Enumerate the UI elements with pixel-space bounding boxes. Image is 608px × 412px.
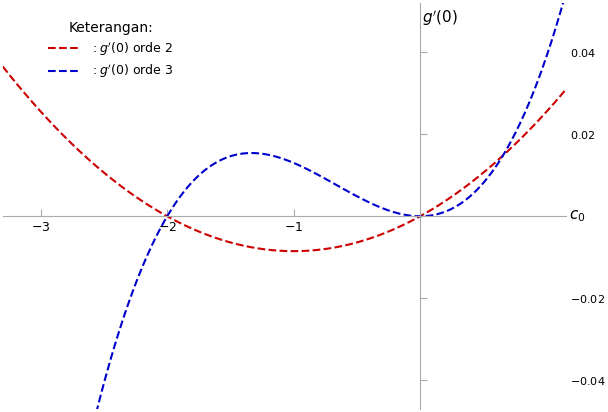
Text: $c_0$: $c_0$ — [569, 208, 586, 224]
Legend: $: g'(0)$ orde 2, $: g'(0)$ orde 3: $: g'(0)$ orde 2, $: g'(0)$ orde 3 — [49, 21, 173, 80]
Text: $g'(0)$: $g'(0)$ — [422, 9, 458, 28]
